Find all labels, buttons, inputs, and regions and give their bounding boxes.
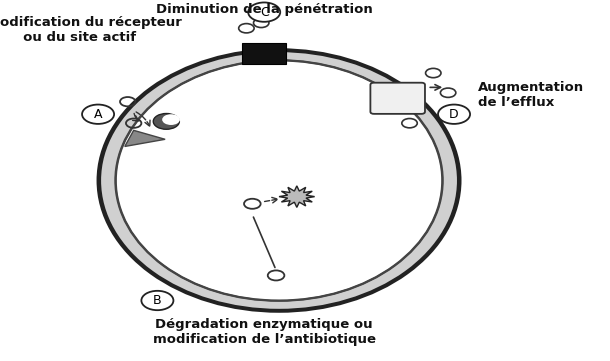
- Text: C: C: [260, 6, 268, 19]
- Text: Augmentation
de l’efflux: Augmentation de l’efflux: [478, 81, 584, 109]
- Text: B: B: [153, 294, 162, 307]
- Circle shape: [82, 105, 114, 124]
- Polygon shape: [125, 130, 165, 147]
- Circle shape: [248, 3, 280, 22]
- Circle shape: [153, 113, 179, 129]
- Ellipse shape: [115, 60, 443, 301]
- Text: Diminution de la pénétration: Diminution de la pénétration: [156, 3, 373, 16]
- Text: odification du récepteur
     ou du site actif: odification du récepteur ou du site acti…: [0, 16, 182, 44]
- Text: Dégradation enzymatique ou
modification de l’antibiotique: Dégradation enzymatique ou modification …: [152, 318, 376, 347]
- Ellipse shape: [113, 59, 445, 302]
- Circle shape: [162, 114, 180, 125]
- Circle shape: [438, 105, 470, 124]
- Text: A: A: [94, 108, 102, 121]
- Circle shape: [142, 291, 173, 310]
- Polygon shape: [279, 186, 315, 207]
- Bar: [242, 43, 287, 64]
- FancyBboxPatch shape: [370, 83, 425, 114]
- Ellipse shape: [99, 51, 459, 310]
- Text: D: D: [449, 108, 459, 121]
